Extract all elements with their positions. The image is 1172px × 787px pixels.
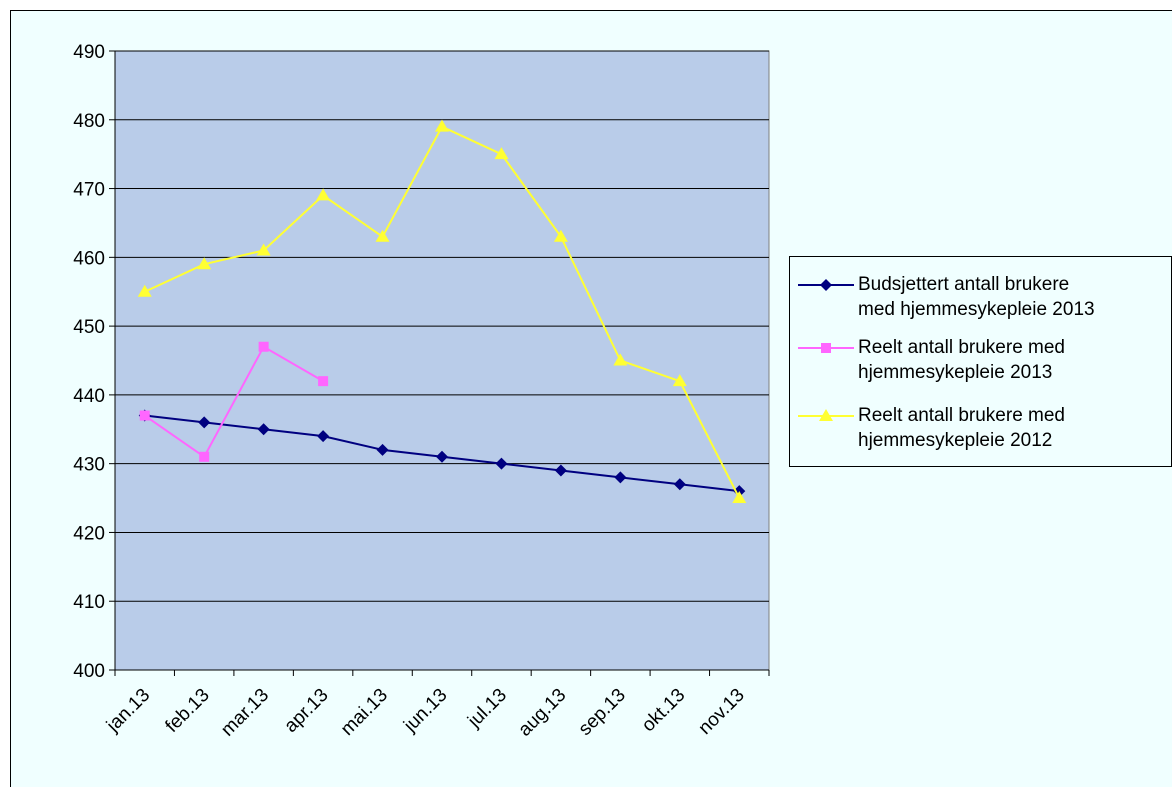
- data-point-jun.13: [436, 450, 448, 463]
- series-group: [137, 119, 747, 504]
- y-tick-label-480: 480: [73, 111, 105, 132]
- legend-label-line-2: hjemmesykepleie 2012: [858, 430, 1053, 451]
- legend-label-line-2: hjemmesykepleie 2013: [858, 362, 1053, 383]
- data-point-jun.13: [435, 119, 449, 132]
- data-point-jan.13: [139, 410, 150, 421]
- data-point-aug.13: [553, 229, 568, 242]
- y-tick-label-460: 460: [73, 248, 105, 269]
- data-point-mai.13: [375, 229, 390, 242]
- data-point-mar.13: [258, 341, 269, 352]
- y-tick-label-410: 410: [73, 592, 105, 613]
- data-point-okt.13: [673, 478, 686, 491]
- data-point-apr.13: [318, 376, 329, 387]
- data-point-feb.13: [199, 451, 210, 462]
- legend-label-line-2: med hjemmesykepleie 2013: [858, 299, 1095, 320]
- x-tick-label-jul.13: jul.13: [463, 685, 511, 733]
- data-point-apr.13: [317, 430, 330, 443]
- legend: Budsjettert antall brukere med hjemmesyk…: [789, 256, 1172, 467]
- legend-label-line-1: Reelt antall brukere med: [858, 337, 1065, 358]
- data-point-aug.13: [554, 464, 567, 477]
- data-point-mar.13: [257, 423, 270, 436]
- data-point-mar.13: [256, 243, 271, 256]
- plot-area: [114, 50, 770, 671]
- series-3: [137, 119, 747, 504]
- legend-label-line-1: Reelt antall brukere med: [858, 405, 1065, 426]
- data-point-nov.13: [732, 491, 747, 504]
- x-tick-label-nov.13: nov.13: [695, 685, 749, 739]
- y-tick-label-490: 490: [73, 42, 105, 63]
- x-tick-label-jun.13: jun.13: [399, 685, 451, 737]
- x-tick-label-sep.13: sep.13: [575, 685, 630, 740]
- x-tick-label-apr.13: apr.13: [280, 685, 332, 737]
- data-point-feb.13: [197, 257, 212, 270]
- series-2: [139, 341, 329, 462]
- y-tick-label-430: 430: [73, 455, 105, 476]
- data-point-jan.13: [137, 284, 152, 297]
- data-point-jul.13: [495, 457, 508, 470]
- axes: [114, 51, 769, 671]
- y-tick-label-440: 440: [73, 386, 105, 407]
- series-line-2: [144, 345, 324, 459]
- legend-swatch-diamond-icon: [798, 279, 854, 291]
- x-tick-label-jan.13: jan.13: [102, 685, 154, 737]
- x-axis-ticks: jan.13 feb.13 mar.13 apr.13 mai.13 jun.13 jul.…: [102, 670, 770, 741]
- legend-label-line-1: Budsjettert antall brukere: [858, 274, 1070, 295]
- y-tick-label-420: 420: [73, 523, 105, 544]
- x-tick-label-feb.13: feb.13: [162, 685, 214, 737]
- y-tick-label-400: 400: [73, 661, 105, 682]
- x-tick-label-aug.13: aug.13: [514, 685, 570, 741]
- x-tick-label-mar.13: mar.13: [217, 685, 273, 741]
- y-axis-ticks: 400 410 420 430 440 450 460 470 480 490: [73, 42, 115, 682]
- data-point-sep.13: [614, 471, 627, 484]
- data-point-mai.13: [376, 443, 389, 456]
- y-tick-label-470: 470: [73, 180, 105, 201]
- x-tick-label-okt.13: okt.13: [638, 685, 689, 736]
- y-tick-label-450: 450: [73, 317, 105, 338]
- data-point-apr.13: [316, 188, 331, 201]
- data-point-feb.13: [198, 416, 211, 429]
- data-point-sep.13: [613, 353, 628, 366]
- legend-swatch-square-icon: [798, 343, 854, 353]
- x-tick-label-mai.13: mai.13: [337, 685, 392, 740]
- data-point-okt.13: [672, 374, 687, 387]
- data-point-jul.13: [494, 147, 509, 160]
- legend-swatch-triangle-icon: [798, 409, 854, 421]
